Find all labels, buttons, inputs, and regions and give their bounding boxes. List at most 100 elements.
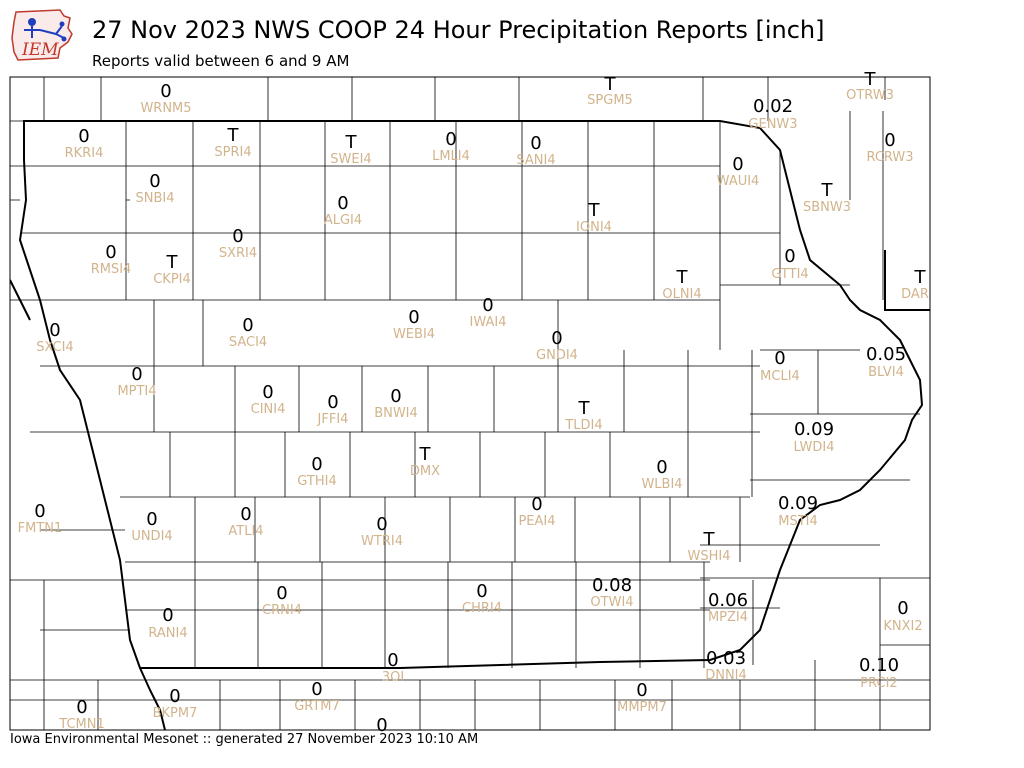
station-value: 0.03 bbox=[706, 648, 746, 669]
station-value: T bbox=[588, 200, 601, 221]
station-id: BNWI4 bbox=[374, 406, 418, 421]
station-id: SPGM5 bbox=[587, 93, 633, 108]
station-value: 0.05 bbox=[866, 344, 906, 365]
station-value: 0 bbox=[78, 126, 89, 147]
station-id: BLVI4 bbox=[868, 365, 904, 380]
station-value: T bbox=[166, 252, 179, 273]
station-value: T bbox=[864, 69, 877, 90]
station-value: 0 bbox=[327, 392, 338, 413]
station-value: 0 bbox=[445, 129, 456, 150]
footer-credit: Iowa Environmental Mesonet :: generated … bbox=[10, 732, 479, 747]
station-id: CHRI4 bbox=[462, 601, 502, 616]
logo-text: IEM bbox=[21, 40, 59, 60]
station-id: WLBI4 bbox=[641, 477, 682, 492]
station-id: DAR bbox=[901, 287, 929, 302]
station-value: 0 bbox=[390, 386, 401, 407]
station-id: MPTI4 bbox=[117, 384, 156, 399]
station-id: WRNM5 bbox=[140, 101, 191, 116]
station-value: 0 bbox=[376, 514, 387, 535]
station-id: FMTN1 bbox=[18, 521, 63, 536]
station-value: 0 bbox=[884, 130, 895, 151]
station-value: 0 bbox=[774, 348, 785, 369]
state-boundary bbox=[10, 120, 930, 730]
station-value: T bbox=[604, 74, 617, 95]
station-value: 0 bbox=[276, 583, 287, 604]
station-id: OTWI4 bbox=[590, 595, 633, 610]
station-id: SACI4 bbox=[229, 335, 267, 350]
station-value: 0 bbox=[482, 295, 493, 316]
station-id: GTHI4 bbox=[297, 474, 336, 489]
station-value: 0 bbox=[531, 494, 542, 515]
station-id: OTRW3 bbox=[846, 88, 894, 103]
station-id: MPZI4 bbox=[708, 610, 748, 625]
station-id: UNDI4 bbox=[131, 529, 172, 544]
map-border bbox=[9, 76, 931, 731]
station-value: 0 bbox=[408, 307, 419, 328]
station-value: 0 bbox=[131, 364, 142, 385]
station-value: 0 bbox=[784, 246, 795, 267]
station-id: CINI4 bbox=[251, 402, 286, 417]
station-id: GNDI4 bbox=[536, 348, 578, 363]
station-id: SNBI4 bbox=[136, 191, 175, 206]
station-value: 0 bbox=[636, 680, 647, 701]
station-value: 0 bbox=[169, 686, 180, 707]
station-value: 0.06 bbox=[708, 590, 748, 611]
station-id: IWAI4 bbox=[470, 315, 507, 330]
station-id: CKPI4 bbox=[153, 272, 191, 287]
station-value: 0 bbox=[311, 679, 322, 700]
station-value: 0.10 bbox=[859, 655, 899, 676]
station-value: T bbox=[345, 132, 358, 153]
station-id: RCRW3 bbox=[866, 150, 913, 165]
station-value: 0 bbox=[49, 320, 60, 341]
station-id: LWDI4 bbox=[793, 440, 834, 455]
iem-logo: IEM bbox=[10, 8, 76, 62]
station-id: WSHI4 bbox=[688, 549, 731, 564]
station-id: GTTI4 bbox=[771, 267, 808, 282]
station-id: RMSI4 bbox=[91, 262, 132, 277]
station-id: LMLI4 bbox=[432, 149, 470, 164]
station-id: SXCI4 bbox=[36, 340, 73, 355]
station-value: 0 bbox=[160, 81, 171, 102]
station-value: 0 bbox=[732, 154, 743, 175]
station-value: 0 bbox=[656, 457, 667, 478]
station-id: RKRI4 bbox=[65, 146, 104, 161]
station-id: IONI4 bbox=[576, 220, 612, 235]
station-id: TLDI4 bbox=[564, 418, 602, 433]
